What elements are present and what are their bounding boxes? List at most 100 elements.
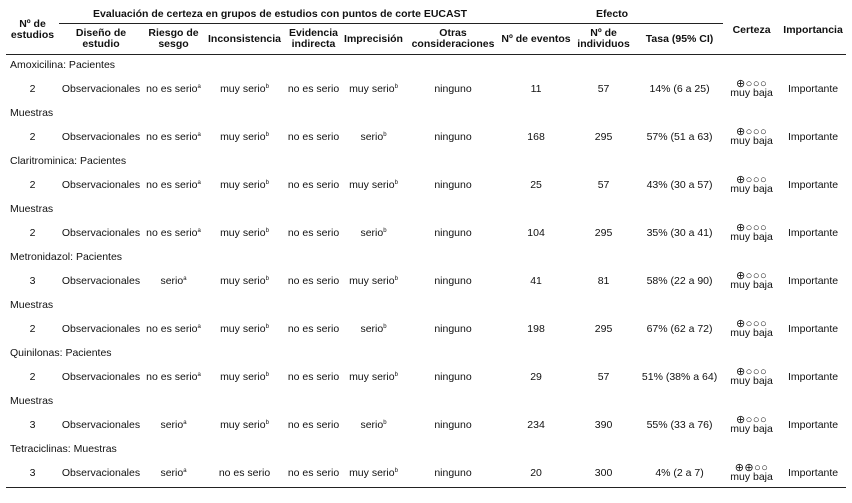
individuals-cell: 57 bbox=[571, 171, 636, 199]
table-row: 2 Observacionales no es serioa muy seriob no… bbox=[6, 315, 846, 343]
importance-cell-text: Importante bbox=[787, 322, 839, 335]
inconsistency-cell: muy seriob bbox=[204, 363, 285, 391]
imprecision-cell-text: serio bbox=[360, 226, 384, 239]
section-label: Muestras bbox=[10, 106, 54, 119]
certainty-cell: ⊕○○○ muy baja bbox=[723, 171, 780, 199]
events-cell-text: 41 bbox=[530, 274, 542, 287]
certainty-cell: ⊕○○○ muy baja bbox=[723, 267, 780, 295]
events-cell: 234 bbox=[501, 411, 571, 439]
indirect-cell: no es serio bbox=[285, 411, 342, 439]
n-studies-cell-text: 3 bbox=[29, 466, 36, 479]
indirect-cell: no es serio bbox=[285, 123, 342, 151]
rate-cell: 14% (6 a 25) bbox=[636, 75, 723, 103]
other-cell-text: ninguno bbox=[434, 322, 472, 335]
footnote-marker: b bbox=[265, 131, 269, 138]
certainty-rating: ⊕○○○ muy baja bbox=[730, 270, 773, 290]
table-row: 3 Observacionales serioa muy seriob no es se… bbox=[6, 411, 846, 439]
section-row: Muestras bbox=[6, 199, 846, 219]
individuals-cell: 295 bbox=[571, 315, 636, 343]
section-row: Metronidazol: Pacientes bbox=[6, 247, 846, 267]
individuals-cell: 81 bbox=[571, 267, 636, 295]
evaluation-group-header: Evaluación de certeza en grupos de estud… bbox=[59, 6, 502, 24]
certainty-rating: ⊕○○○ muy baja bbox=[730, 366, 773, 387]
section-label: Claritrominica: Pacientes bbox=[10, 154, 127, 167]
design-cell-text: Observacionales bbox=[61, 82, 141, 95]
bias-cell-text: no es serio bbox=[146, 370, 198, 383]
imprecision-cell-text: serio bbox=[360, 418, 384, 431]
n-studies-cell: 3 bbox=[6, 267, 59, 295]
importance-cell-text: Importante bbox=[787, 130, 839, 143]
n-studies-cell: 2 bbox=[6, 219, 59, 247]
indirect-cell-text: no es serio bbox=[287, 274, 340, 287]
events-cell: 104 bbox=[501, 219, 571, 247]
grade-table: Nº de estudios Evaluación de certeza en … bbox=[6, 6, 847, 488]
n-studies-cell: 3 bbox=[6, 411, 59, 439]
other-cell: ninguno bbox=[405, 363, 501, 391]
indirect-cell: no es serio bbox=[285, 363, 342, 391]
other-considerations-header: Otras consideraciones bbox=[405, 23, 502, 55]
table-row: 2 Observacionales no es serioa muy seriob no… bbox=[6, 123, 846, 151]
inconsistency-cell-text: muy serio bbox=[220, 178, 266, 191]
importance-cell-text: Importante bbox=[787, 418, 839, 431]
design-cell-text: Observacionales bbox=[61, 418, 141, 431]
certainty-cell: ⊕○○○ muy baja bbox=[723, 123, 780, 151]
inconsistency-cell-text: no es serio bbox=[218, 466, 271, 479]
certainty-rating: ⊕○○○ muy baja bbox=[730, 414, 773, 435]
indirect-cell-text: no es serio bbox=[287, 322, 340, 335]
bias-cell: no es serioa bbox=[143, 171, 204, 199]
section-row: Amoxicilina: Pacientes bbox=[6, 55, 846, 76]
footnote-marker: a bbox=[197, 179, 201, 186]
importance-cell-text: Importante bbox=[787, 178, 839, 191]
certainty-text: muy baja bbox=[730, 470, 773, 483]
certainty-symbol: ⊕○○○ bbox=[735, 317, 768, 330]
certainty-text: muy baja bbox=[730, 230, 773, 243]
section-label: Muestras bbox=[10, 202, 54, 215]
certainty-text: muy baja bbox=[730, 374, 773, 387]
indirect-cell-text: no es serio bbox=[287, 370, 340, 383]
other-cell: ninguno bbox=[405, 267, 501, 295]
events-cell-text: 25 bbox=[530, 178, 542, 191]
bias-cell-text: serio bbox=[160, 418, 184, 431]
footnote-marker: b bbox=[394, 179, 398, 186]
design-cell-text: Observacionales bbox=[61, 274, 141, 287]
events-cell: 198 bbox=[501, 315, 571, 343]
inconsistency-cell-text: muy serio bbox=[220, 322, 266, 335]
section-label: Muestras bbox=[10, 298, 54, 311]
footnote-marker: b bbox=[383, 323, 387, 330]
footnote-marker: b bbox=[265, 83, 269, 90]
certainty-text: muy baja bbox=[730, 326, 773, 339]
footnote-marker: a bbox=[197, 227, 201, 234]
importance-cell: Importante bbox=[780, 411, 846, 439]
other-cell-text: ninguno bbox=[434, 370, 472, 383]
certainty-symbol: ⊕⊕○○ bbox=[734, 461, 769, 474]
imprecision-cell: seriob bbox=[342, 315, 405, 343]
inconsistency-cell: no es serio bbox=[204, 459, 285, 488]
importance-cell-text: Importante bbox=[787, 226, 839, 239]
certainty-text: muy baja bbox=[730, 422, 773, 435]
footnote-marker: b bbox=[394, 371, 398, 378]
rate-cell-text: 58% (22 a 90) bbox=[646, 274, 713, 287]
imprecision-cell: seriob bbox=[342, 219, 405, 247]
footnote-marker: b bbox=[383, 131, 387, 138]
imprecision-header: Imprecisión bbox=[342, 23, 405, 55]
section-row: Tetraciclinas: Muestras bbox=[6, 439, 846, 459]
inconsistency-cell: muy seriob bbox=[204, 171, 285, 199]
certainty-cell: ⊕○○○ muy baja bbox=[723, 219, 780, 247]
indirect-cell-text: no es serio bbox=[287, 130, 340, 143]
events-cell-text: 29 bbox=[530, 370, 542, 383]
importance-cell-text: Importante bbox=[787, 274, 839, 287]
footnote-marker: b bbox=[394, 275, 398, 282]
inconsistency-cell-text: muy serio bbox=[220, 130, 266, 143]
bias-cell: no es serioa bbox=[143, 315, 204, 343]
importance-cell: Importante bbox=[780, 171, 846, 199]
importance-header: Importancia bbox=[780, 6, 847, 55]
section-row: Muestras bbox=[6, 391, 846, 411]
indirect-cell: no es serio bbox=[285, 315, 342, 343]
n-studies-cell: 2 bbox=[6, 75, 59, 103]
bias-cell-text: no es serio bbox=[146, 226, 198, 239]
design-cell: Observacionales bbox=[59, 171, 143, 199]
importance-cell: Importante bbox=[780, 459, 847, 488]
design-cell-text: Observacionales bbox=[61, 130, 141, 143]
table-row: 2 Observacionales no es serioa muy seriob no… bbox=[6, 363, 846, 391]
design-cell: Observacionales bbox=[59, 219, 143, 247]
